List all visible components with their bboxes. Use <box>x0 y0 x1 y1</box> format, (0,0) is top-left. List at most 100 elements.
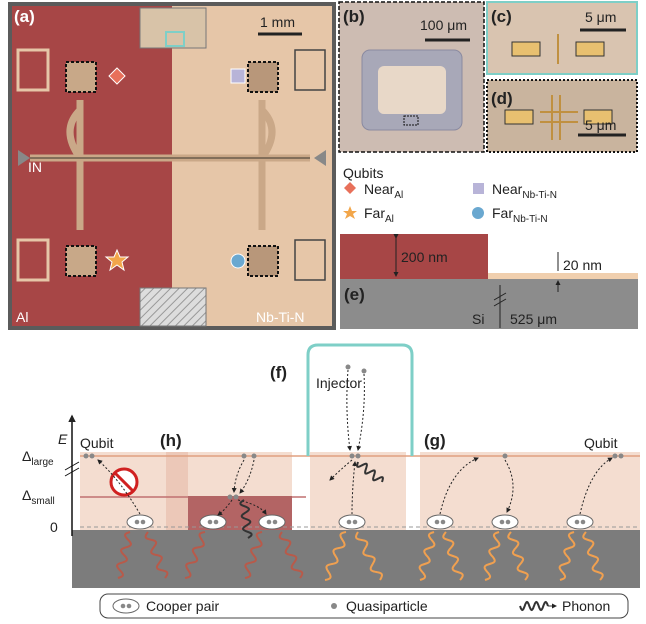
transition-arrow <box>439 457 479 515</box>
panel-a: (a) 1 mm IN Al Nb-Ti-N <box>8 2 336 330</box>
quasiparticle <box>207 519 213 525</box>
phonon <box>507 531 529 581</box>
legend-entry: Cooper pair <box>146 598 219 614</box>
interface <box>166 452 188 530</box>
axis-break <box>64 461 80 477</box>
phonon <box>239 499 253 539</box>
transition-arrow <box>504 459 514 513</box>
forbidden-sign <box>113 471 135 493</box>
panel-label: (b) <box>343 7 365 26</box>
break-arrow <box>493 285 507 328</box>
cooper-pair <box>426 514 454 530</box>
junction <box>540 95 578 140</box>
legend-quasiparticle <box>331 603 337 609</box>
quasiparticle <box>272 519 278 525</box>
panel-label: (h) <box>160 431 182 450</box>
qubit-box <box>247 245 279 277</box>
legend-entry: NearNb-Ti-N <box>492 181 557 201</box>
legend-entry: FarAl <box>364 205 394 225</box>
legend-marker <box>472 207 484 219</box>
si-substrate <box>340 279 638 329</box>
quasiparticle <box>612 453 618 459</box>
phonon <box>184 531 206 579</box>
phonon <box>278 531 304 579</box>
quasiparticle <box>266 519 272 525</box>
junction-pad <box>511 41 541 57</box>
near-al-marker <box>108 67 126 85</box>
top-pad <box>139 7 207 49</box>
pad <box>294 49 326 91</box>
level-label: Δsmall <box>22 487 55 507</box>
phonon <box>483 531 501 581</box>
panel-c: (c) 5 μm <box>486 1 638 75</box>
axis-label: E <box>58 431 68 447</box>
quasiparticle <box>134 519 140 525</box>
quasiparticle <box>346 519 352 525</box>
scale-label: 5 μm <box>585 117 616 133</box>
panel-b: (b) 100 μm <box>338 1 485 153</box>
quasiparticle <box>352 519 358 525</box>
junction-pad <box>583 109 613 125</box>
level-label: Δlarge <box>22 448 54 468</box>
cooper-pair <box>338 514 366 530</box>
quasiparticle <box>618 453 624 459</box>
qubit-label: Qubit <box>80 435 114 451</box>
substrate <box>72 530 640 588</box>
pad <box>294 239 326 281</box>
qubit-legend: Qubits NearAl FarAl NearNb-Ti-N FarNb-Ti… <box>343 165 557 225</box>
quasiparticle <box>355 453 361 459</box>
quasiparticle <box>434 519 440 525</box>
legend-entry: Phonon <box>562 598 610 614</box>
transition-arrow <box>237 499 267 515</box>
legend-quasiparticle <box>120 603 126 609</box>
cooper-pair <box>491 514 519 530</box>
substrate-label: Si <box>472 311 484 327</box>
legend-marker <box>473 183 484 194</box>
panel-label: (f) <box>270 363 287 382</box>
quasiparticle <box>505 519 511 525</box>
junction-pad <box>504 109 534 125</box>
material-label: Al <box>16 309 28 325</box>
hatched-pad <box>139 287 207 327</box>
phonon <box>324 531 347 581</box>
quasiparticle <box>140 519 146 525</box>
qubit-box <box>65 245 97 277</box>
quasiparticle <box>233 494 239 500</box>
phonon <box>519 600 549 612</box>
phonon <box>356 461 384 483</box>
phonon <box>116 531 132 579</box>
transition-arrow <box>217 499 233 516</box>
legend-entry: Quasiparticle <box>346 598 428 614</box>
al-region <box>420 452 640 530</box>
legend-title: Qubits <box>343 165 383 181</box>
quasiparticle <box>499 519 505 525</box>
nbtin-region <box>172 6 332 326</box>
transition-arrow <box>356 373 365 451</box>
quasiparticle <box>227 494 233 500</box>
quasiparticle <box>440 519 446 525</box>
transition-arrow <box>351 461 358 515</box>
phonon <box>354 531 384 581</box>
zoom-box <box>165 31 185 47</box>
zoom-box <box>403 115 419 126</box>
panel-label: (e) <box>344 285 365 304</box>
port-label: IN <box>28 159 42 175</box>
transition-arrow <box>579 457 613 515</box>
legend-quasiparticle <box>126 603 132 609</box>
qubit-box <box>65 61 97 93</box>
pad <box>16 48 50 92</box>
panel-e: 200 nm 20 nm (e) Si 525 μm <box>340 234 638 329</box>
quasiparticle <box>89 453 95 459</box>
scale-label: 1 mm <box>260 14 295 30</box>
cooper-pair <box>199 514 227 530</box>
far-al-marker <box>104 248 130 272</box>
qubit-label: Qubit <box>584 435 618 451</box>
quasiparticle <box>580 519 586 525</box>
quasiparticle <box>345 364 351 370</box>
quasiparticle <box>213 519 219 525</box>
scale-label: 100 μm <box>420 17 467 33</box>
injector <box>306 343 414 456</box>
quasiparticle <box>83 453 89 459</box>
panel-label: (g) <box>424 431 446 450</box>
